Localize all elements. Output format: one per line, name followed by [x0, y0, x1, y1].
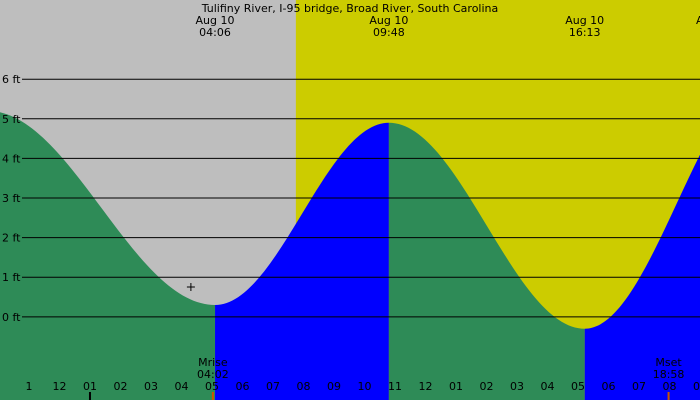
- moon-event-time: 04:02: [197, 368, 229, 381]
- rising-tide-area: [215, 122, 389, 400]
- y-tick-label: 0 ft: [2, 311, 21, 324]
- x-tick-label: 04: [540, 380, 554, 393]
- extreme-time-label: 04:06: [199, 26, 231, 39]
- x-tick-label: 08: [296, 380, 310, 393]
- moon-event-marker: [211, 392, 214, 400]
- x-tick-label: 11: [388, 380, 402, 393]
- x-tick-label: 07: [632, 380, 646, 393]
- x-tick-label: 01: [83, 380, 97, 393]
- chart-title: Tulifiny River, I-95 bridge, Broad River…: [201, 2, 499, 15]
- x-tick-label: 06: [235, 380, 249, 393]
- falling-tide-area: [388, 122, 585, 400]
- moon-event-marker: [667, 392, 670, 400]
- falling-tide-area: [0, 112, 216, 400]
- x-tick-label: 10: [357, 380, 371, 393]
- x-tick-label: 01: [449, 380, 463, 393]
- extreme-time-label: 16:13: [569, 26, 601, 39]
- x-tick-label: 09: [693, 380, 700, 393]
- moon-event-label: Mrise: [198, 356, 228, 369]
- extreme-date-label: Aug 10: [196, 14, 235, 27]
- extreme-date-label: Aug 10: [369, 14, 408, 27]
- x-tick-label: 09: [327, 380, 341, 393]
- x-tick-label: 02: [113, 380, 127, 393]
- x-tick-label: 1: [25, 380, 32, 393]
- y-tick-label: 2 ft: [2, 232, 21, 245]
- y-tick-label: 4 ft: [2, 152, 21, 165]
- moon-event-time: 18:58: [653, 368, 685, 381]
- extreme-time-label: 09:48: [373, 26, 405, 39]
- x-tick-label: 12: [418, 380, 432, 393]
- x-tick-label: 12: [52, 380, 66, 393]
- x-tick-label: 03: [144, 380, 158, 393]
- edge-extreme-label: A: [696, 14, 700, 27]
- midnight-marker: [88, 392, 91, 400]
- x-tick-label: 04: [174, 380, 188, 393]
- moon-event-label: Mset: [655, 356, 682, 369]
- x-tick-label: 03: [510, 380, 524, 393]
- x-tick-label: 08: [662, 380, 676, 393]
- x-tick-label: 05: [205, 380, 219, 393]
- y-tick-label: 6 ft: [2, 73, 21, 86]
- y-tick-label: 5 ft: [2, 113, 21, 126]
- x-tick-label: 02: [479, 380, 493, 393]
- x-tick-label: 05: [571, 380, 585, 393]
- y-tick-label: 3 ft: [2, 192, 21, 205]
- y-tick-label: 1 ft: [2, 271, 21, 284]
- extreme-date-label: Aug 10: [565, 14, 604, 27]
- x-tick-label: 07: [266, 380, 280, 393]
- x-tick-label: 06: [601, 380, 615, 393]
